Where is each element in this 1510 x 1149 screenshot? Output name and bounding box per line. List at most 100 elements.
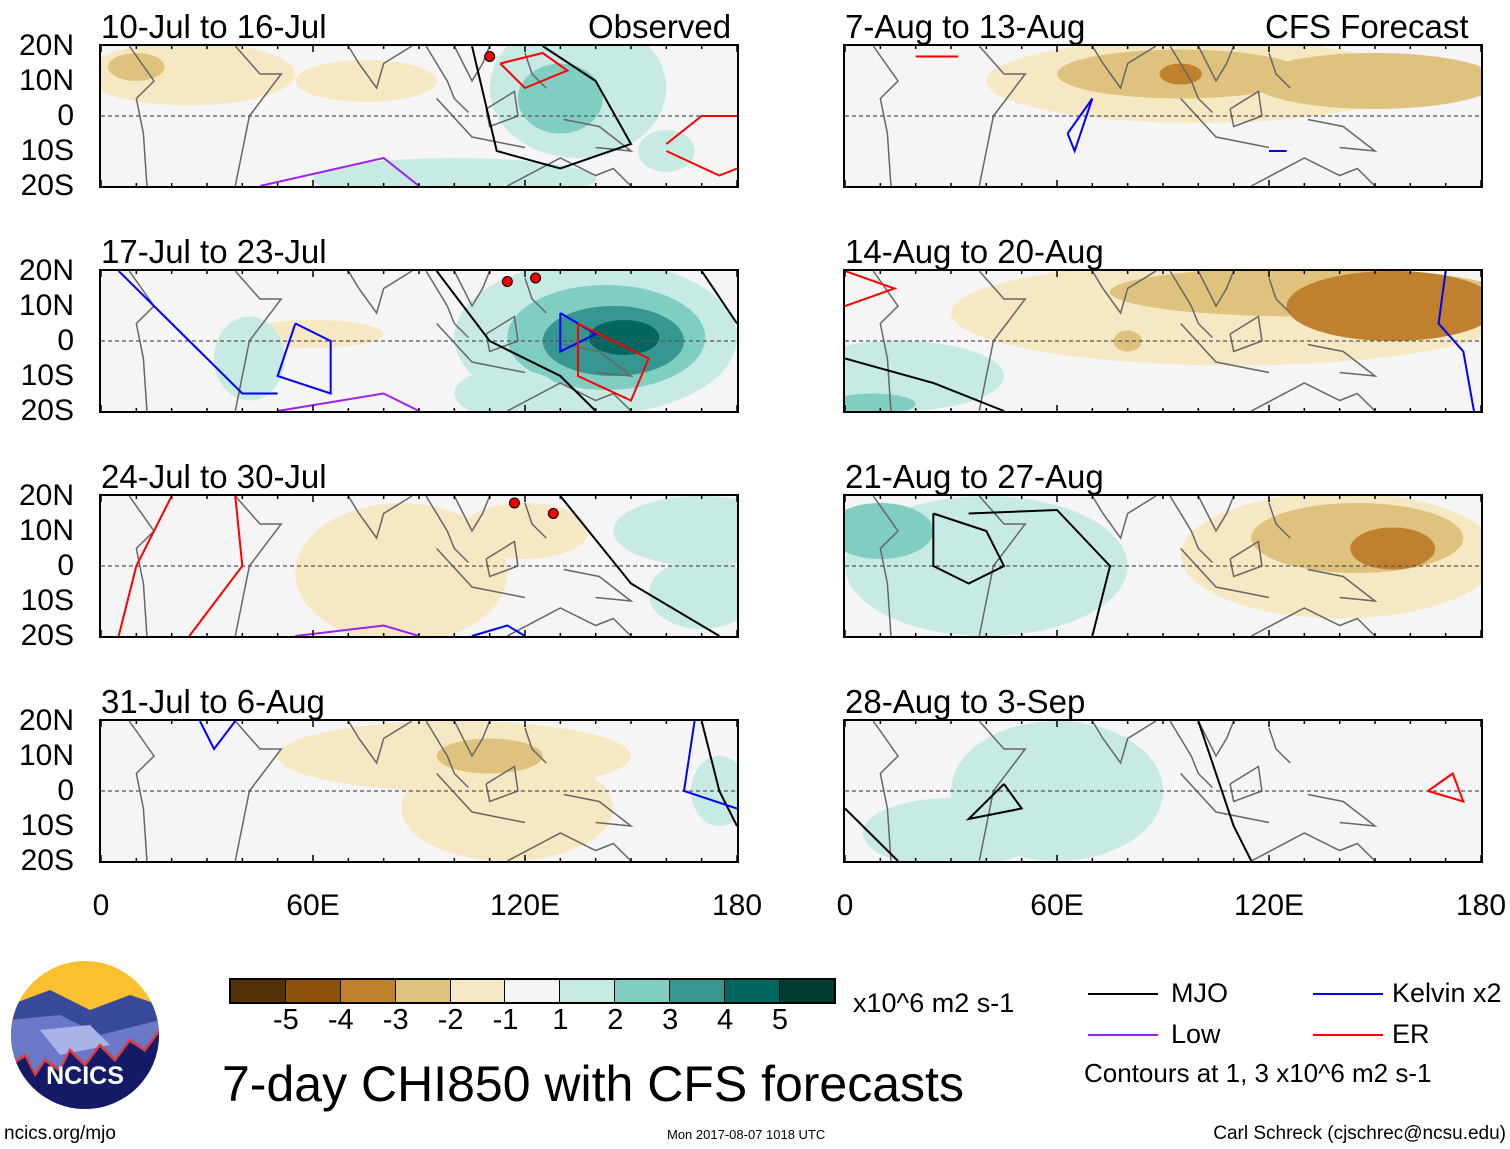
lon-label: 180 — [1455, 889, 1507, 922]
map-panel — [843, 269, 1483, 413]
coastline — [436, 547, 526, 599]
coastline — [524, 502, 547, 539]
panel-title: 21-Aug to 27-Aug — [845, 458, 1104, 495]
colorbar-swatch — [340, 980, 396, 1002]
anomaly-region — [648, 559, 737, 629]
wave-contour — [188, 496, 244, 636]
coastline — [1091, 271, 1157, 315]
wave-contour — [117, 271, 278, 395]
wave-contour — [295, 624, 420, 636]
coastline — [1250, 157, 1376, 186]
coastline — [1197, 496, 1235, 533]
coastline — [1229, 765, 1263, 803]
wave-contour — [1066, 97, 1094, 154]
colorbar-swatch — [560, 980, 616, 1002]
anomaly-region — [295, 503, 508, 636]
lon-label: 180 — [711, 889, 763, 922]
colorbar-label: -1 — [492, 1004, 519, 1036]
lat-label: 10N — [18, 514, 74, 547]
wave-contour — [1437, 271, 1475, 411]
colorbar-label: -4 — [327, 1004, 354, 1036]
wave-contour — [665, 150, 737, 177]
typhoon-icon — [530, 272, 542, 284]
wave-contour — [577, 322, 650, 402]
coastline — [1180, 97, 1270, 149]
coastline — [234, 721, 283, 861]
lat-label: 20N — [18, 479, 74, 512]
anomaly-region — [1251, 53, 1481, 109]
coastline — [1091, 496, 1157, 540]
anomaly-region — [313, 158, 596, 186]
lat-label: 0 — [57, 99, 74, 132]
colorbar-label: -3 — [382, 1004, 409, 1036]
coastline — [524, 52, 547, 89]
map-panel — [99, 719, 739, 863]
coastline — [347, 271, 413, 315]
coastline — [1307, 118, 1378, 153]
coastline — [436, 97, 526, 149]
panel-title: 28-Aug to 3-Sep — [845, 683, 1086, 720]
colorbar-swatch — [505, 980, 561, 1002]
typhoon-icon — [484, 51, 496, 62]
legend-low: Low — [1171, 1019, 1221, 1049]
colorbar-label: -5 — [272, 1004, 299, 1036]
coastline — [425, 496, 469, 564]
wave-contour — [471, 46, 633, 170]
coastline — [234, 46, 283, 186]
coastline — [506, 607, 632, 636]
coastline — [1307, 793, 1378, 828]
coastline — [563, 793, 634, 828]
colorbar-label: -2 — [437, 1004, 464, 1036]
coastline — [1268, 727, 1291, 764]
lat-label: 20N — [18, 254, 74, 287]
lat-label: 10S — [20, 584, 74, 617]
wave-contour — [845, 271, 898, 307]
anomaly-region — [1350, 527, 1436, 570]
coastline — [234, 271, 283, 411]
coastline — [453, 496, 491, 533]
coastline — [1197, 46, 1235, 83]
anomaly-region — [1286, 271, 1481, 341]
anomaly-region — [845, 341, 1004, 411]
colorbar-swatch — [779, 980, 834, 1002]
coastline — [128, 46, 155, 186]
lat-label: 20N — [18, 29, 74, 62]
coastline — [453, 271, 491, 308]
wave-contour — [559, 496, 720, 636]
wave-contour — [682, 721, 737, 810]
lat-label: 0 — [57, 774, 74, 807]
footer-url[interactable]: ncics.org/mjo — [4, 1123, 116, 1144]
wave-contour — [932, 512, 1006, 585]
coastline — [563, 343, 634, 378]
lat-label: 10S — [20, 809, 74, 842]
wave-contour — [845, 807, 899, 861]
coastline — [563, 568, 634, 603]
colorbar-swatch — [725, 980, 780, 1002]
lat-label: 20S — [20, 169, 74, 202]
coastline — [524, 277, 547, 314]
colorbar-swatch — [450, 980, 506, 1002]
lon-label: 60E — [286, 889, 340, 922]
coastline — [978, 721, 1027, 861]
legend-line-mjo — [1088, 993, 1158, 995]
wave-contour — [968, 508, 1112, 636]
coastline — [347, 721, 413, 765]
wave-contour — [471, 624, 526, 636]
lat-label: 20S — [20, 394, 74, 427]
lat-label: 10N — [18, 289, 74, 322]
map-panel — [843, 494, 1483, 638]
coastline — [1091, 721, 1157, 765]
legend-mjo: MJO — [1171, 978, 1228, 1008]
lat-label: 10S — [20, 359, 74, 392]
coastline — [872, 496, 899, 636]
coastline — [506, 157, 632, 186]
coastline — [128, 721, 155, 861]
typhoon-icon — [547, 508, 559, 519]
coastline — [453, 721, 491, 758]
panel-title: 7-Aug to 13-Aug — [845, 8, 1086, 45]
coastline — [1250, 607, 1376, 636]
coastline — [453, 46, 491, 83]
coastline — [1268, 52, 1291, 89]
ncics-logo: NCICS — [11, 961, 159, 1109]
